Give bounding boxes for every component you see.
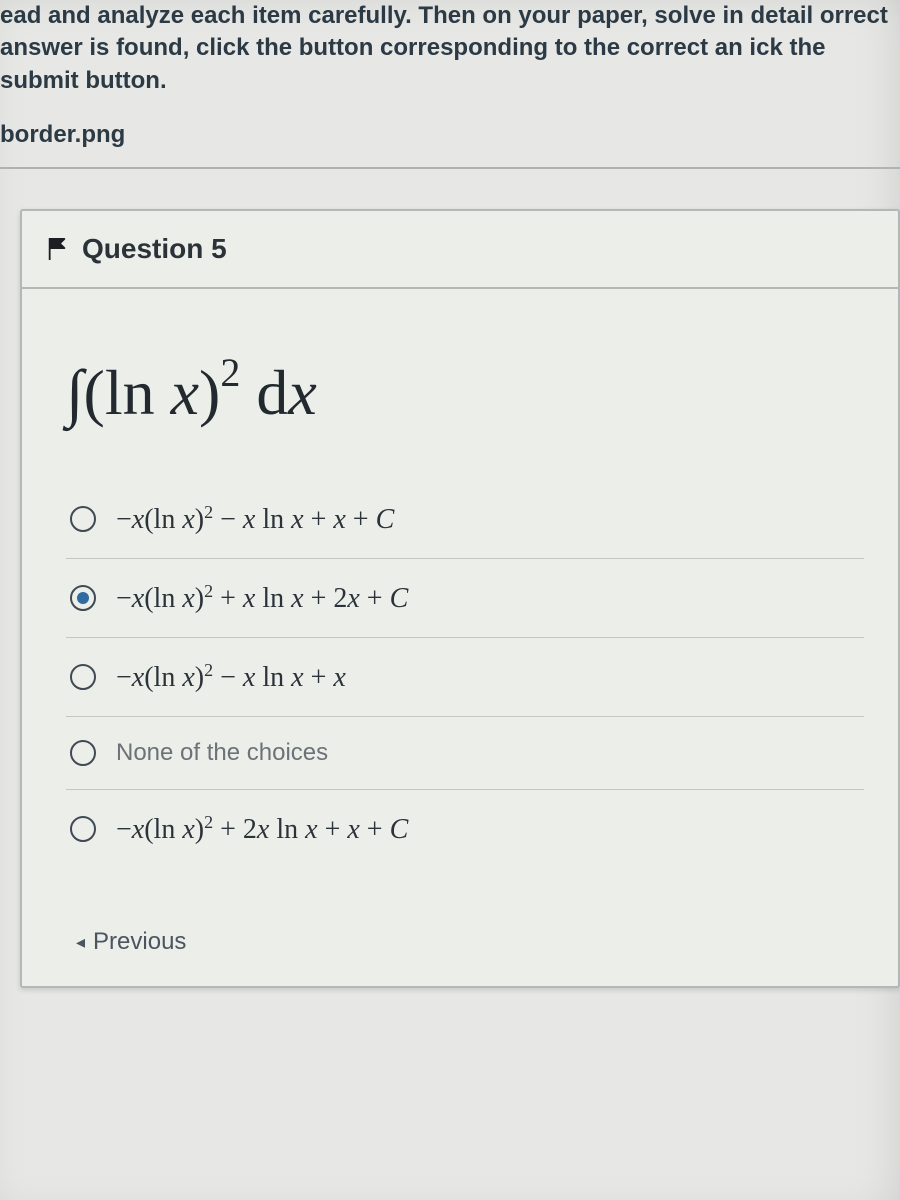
choice-text: −x(ln x)2 − x ln x + x + C <box>116 502 394 536</box>
radio-icon[interactable] <box>70 506 96 532</box>
question-card: Question 5 ∫(ln x)2 dx −x(ln x)2 − x ln … <box>20 209 900 988</box>
radio-icon[interactable] <box>70 664 96 690</box>
choice-option[interactable]: −x(ln x)2 − x ln x + x + C <box>66 480 864 559</box>
choice-option[interactable]: −x(ln x)2 + 2x ln x + x + C <box>66 790 864 868</box>
radio-icon[interactable] <box>70 740 96 766</box>
chevron-left-icon: ◂ <box>76 932 85 953</box>
section-divider <box>0 167 900 169</box>
radio-icon[interactable] <box>70 585 96 611</box>
choice-option[interactable]: None of the choices <box>66 717 864 790</box>
flag-icon[interactable] <box>46 236 68 262</box>
nav-row: ◂ Previous <box>66 928 864 956</box>
choice-list: −x(ln x)2 − x ln x + x + C −x(ln x)2 + x… <box>66 480 864 868</box>
choice-text: −x(ln x)2 + x ln x + 2x + C <box>116 581 408 615</box>
question-expression: ∫(ln x)2 dx <box>66 349 864 430</box>
choice-option[interactable]: −x(ln x)2 + x ln x + 2x + C <box>66 559 864 638</box>
choice-text: −x(ln x)2 + 2x ln x + x + C <box>116 812 408 846</box>
previous-label: Previous <box>93 928 186 956</box>
radio-icon[interactable] <box>70 816 96 842</box>
choice-text: −x(ln x)2 − x ln x + x <box>116 660 346 694</box>
question-header: Question 5 <box>22 211 898 289</box>
choice-text: None of the choices <box>116 739 328 767</box>
previous-button[interactable]: ◂ Previous <box>76 928 186 956</box>
question-body: ∫(ln x)2 dx −x(ln x)2 − x ln x + x + C −… <box>22 289 898 986</box>
instructions-text: ead and analyze each item carefully. The… <box>0 0 900 107</box>
image-placeholder-filename: border.png <box>0 121 900 149</box>
choice-option[interactable]: −x(ln x)2 − x ln x + x <box>66 638 864 717</box>
question-number-label: Question 5 <box>82 233 227 265</box>
